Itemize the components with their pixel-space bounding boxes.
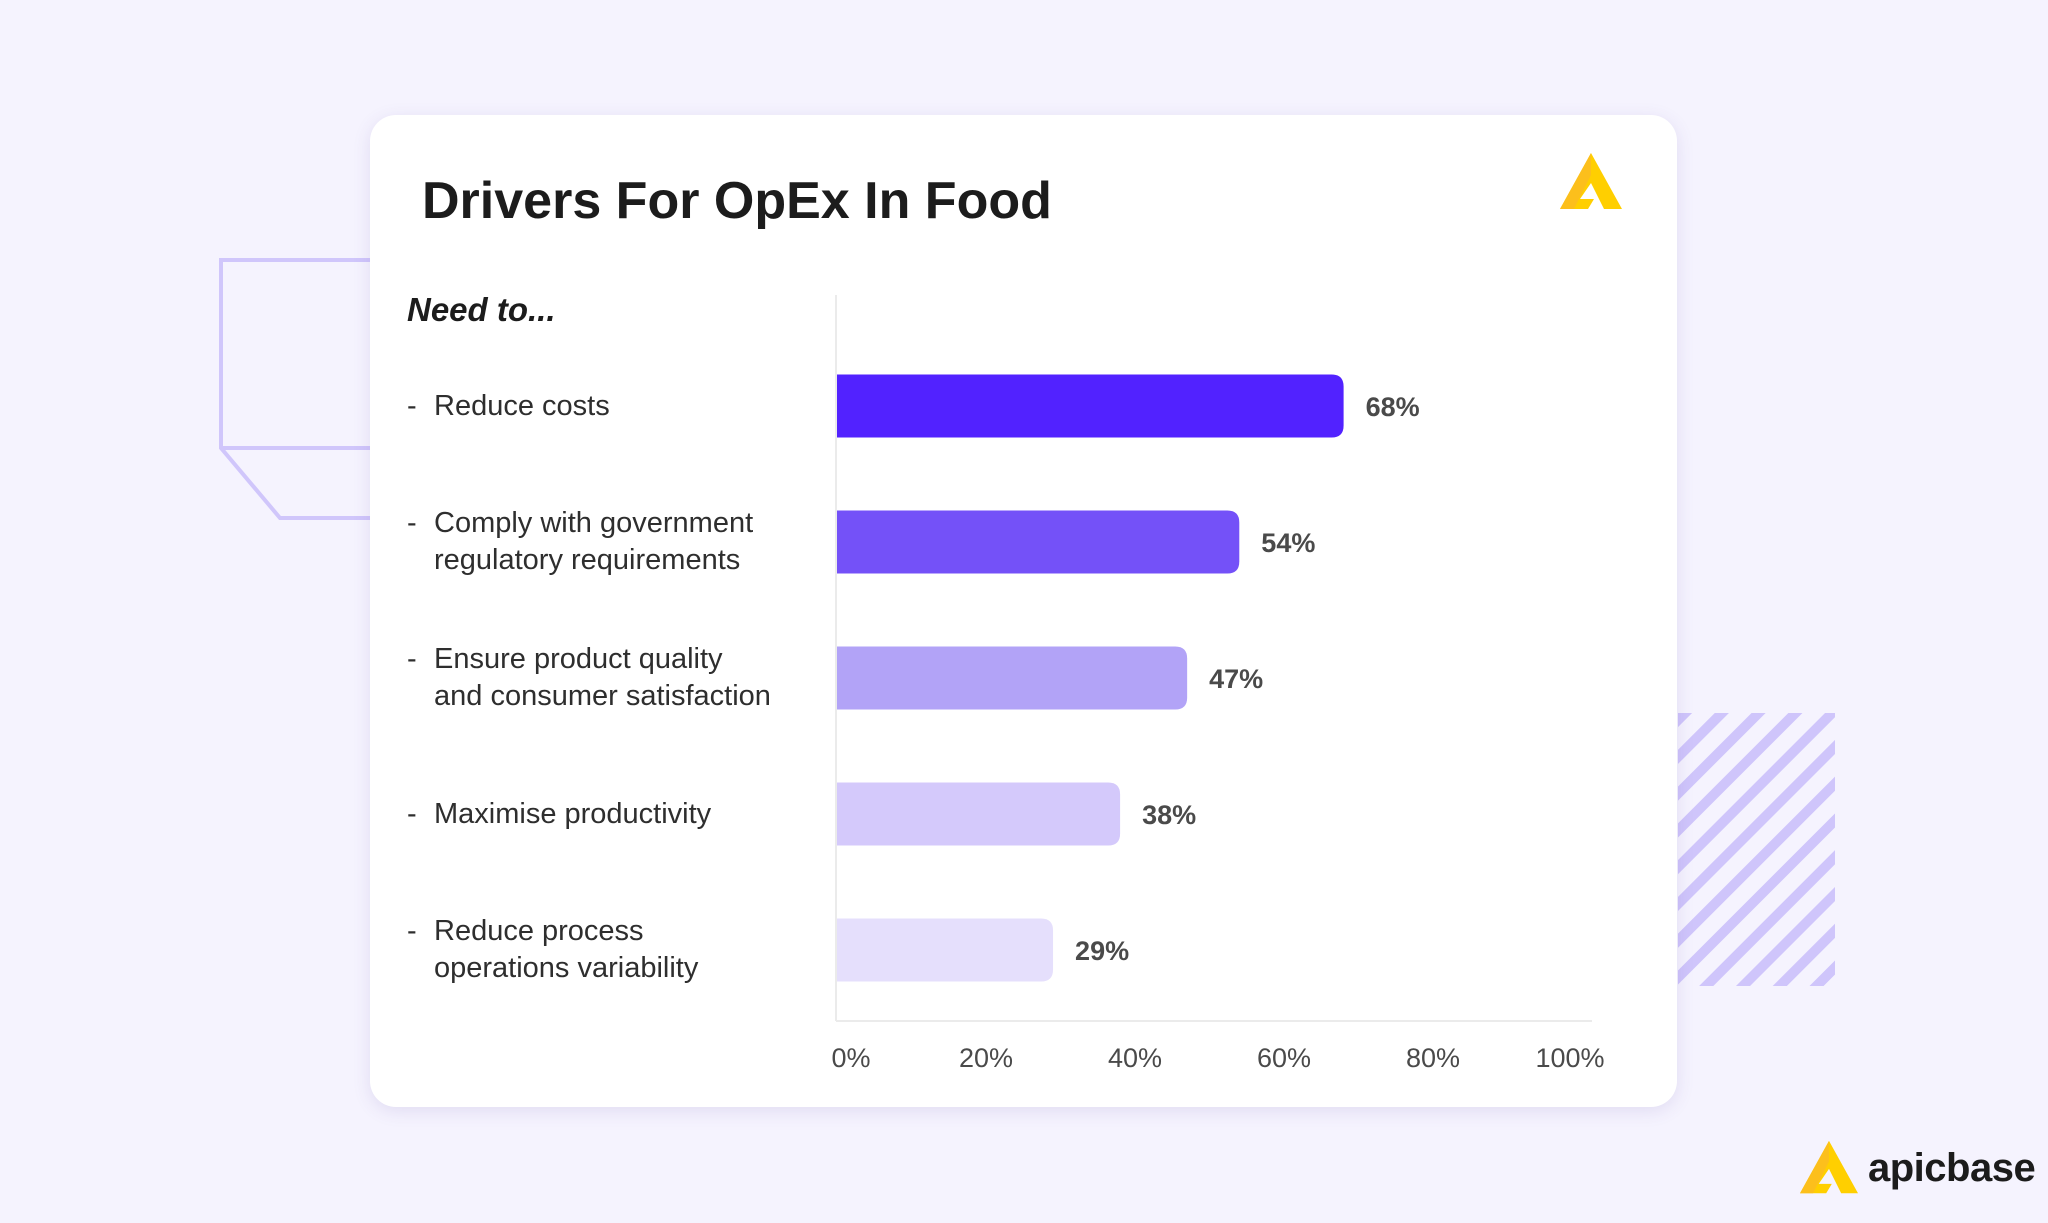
category-text: Ensure product quality and consumer sati… xyxy=(434,643,771,712)
x-tick-label: 0% xyxy=(831,1043,870,1073)
bar-chart: 68% 54% 47% 38% 29% 0% 20% 40% 60% 80% 100% xyxy=(831,295,1605,1073)
bullet-dash: - xyxy=(407,389,417,422)
data-label: 68% xyxy=(1366,392,1420,422)
bullet-dash: - xyxy=(407,915,417,947)
x-tick-label: 20% xyxy=(959,1043,1013,1073)
category-text: Comply with government regulatory requir… xyxy=(434,507,754,576)
bullet-dash: - xyxy=(407,643,417,675)
category-text: Reduce process operations variability xyxy=(434,915,699,984)
brand-name: apicbase xyxy=(1868,1145,2036,1190)
category-text: Reduce costs xyxy=(434,389,610,422)
x-tick-label: 60% xyxy=(1257,1043,1311,1073)
data-label: 38% xyxy=(1142,800,1196,830)
x-tick-label: 100% xyxy=(1535,1043,1604,1073)
bullet-dash: - xyxy=(407,797,417,830)
bar xyxy=(837,510,1240,574)
bar xyxy=(837,782,1121,846)
apicbase-logo-icon xyxy=(1560,153,1622,209)
outline-decoration xyxy=(219,258,370,520)
chart-card: Drivers For OpEx In Food Need to... - Red… xyxy=(370,115,1677,1107)
brand-logo: apicbase xyxy=(1800,1140,2036,1196)
category-label: - Comply with government regulatory requi… xyxy=(407,505,753,579)
striped-decoration xyxy=(1678,713,1835,986)
bullet-dash: - xyxy=(407,507,417,539)
category-label: - Maximise productivity xyxy=(407,796,711,833)
category-label: - Ensure product quality and consumer sat… xyxy=(407,641,771,715)
bar xyxy=(837,374,1344,438)
data-label: 54% xyxy=(1261,528,1315,558)
category-label: - Reduce costs xyxy=(407,388,610,425)
bar xyxy=(837,918,1054,982)
category-label: - Reduce process operations variability xyxy=(407,913,698,987)
x-tick-label: 80% xyxy=(1406,1043,1460,1073)
data-label: 47% xyxy=(1209,664,1263,694)
data-label: 29% xyxy=(1075,936,1129,966)
apicbase-logo-icon xyxy=(1800,1140,1858,1194)
x-tick-label: 40% xyxy=(1108,1043,1162,1073)
category-text: Maximise productivity xyxy=(434,797,712,830)
bar xyxy=(837,646,1188,710)
chart-title: Drivers For OpEx In Food xyxy=(422,172,1052,230)
chart-subtitle: Need to... xyxy=(407,291,556,328)
